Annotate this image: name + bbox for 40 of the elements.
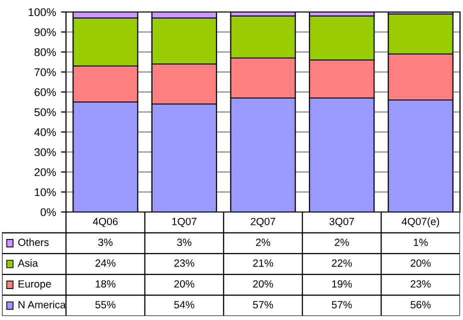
data-label: 55% (95, 301, 116, 308)
x-tick-label: 2Q07 (250, 218, 276, 228)
data-label: 23% (174, 259, 194, 267)
y-tick-label: 70% (34, 68, 56, 76)
data-label: 19% (332, 280, 352, 288)
legend-label: Asia (18, 259, 38, 267)
x-tick-label: 4Q06 (92, 218, 118, 228)
data-label: 21% (253, 259, 274, 267)
y-tick-label: 90% (34, 28, 56, 36)
y-tick-label: 50% (34, 108, 56, 116)
y-tick-label: 0% (40, 208, 56, 216)
data-label: 57% (252, 301, 274, 308)
x-tick-label: 4Q07(e) (402, 218, 440, 228)
data-label: 57% (332, 301, 352, 308)
x-tick-label: 1Q07 (172, 218, 196, 228)
data-label: 20% (253, 280, 274, 288)
data-label: 2% (334, 238, 349, 246)
y-tick-label: 100% (28, 8, 56, 16)
data-label: 1% (414, 238, 428, 246)
y-tick-label: 30% (34, 148, 56, 156)
data-label: 54% (174, 301, 194, 308)
data-label: 3% (177, 238, 192, 246)
y-tick-label: 80% (34, 48, 56, 56)
data-label: 20% (410, 259, 431, 267)
data-label: 24% (96, 259, 116, 267)
y-tick-label: 20% (34, 168, 56, 176)
y-tick-label: 40% (34, 128, 56, 136)
data-label: 2% (256, 238, 270, 246)
legend-label: Others (18, 238, 49, 246)
data-label: 22% (332, 259, 352, 267)
data-label: 18% (96, 280, 116, 288)
x-tick-label: 3Q07 (329, 218, 354, 228)
data-label: 3% (98, 238, 113, 246)
y-tick-label: 60% (34, 88, 56, 96)
data-label: 20% (174, 280, 194, 288)
y-tick-label: 10% (34, 188, 56, 196)
data-label: 23% (410, 280, 431, 288)
legend-label: N America (18, 300, 66, 308)
legend-label: Europe (18, 280, 51, 290)
data-label: 56% (410, 301, 431, 308)
